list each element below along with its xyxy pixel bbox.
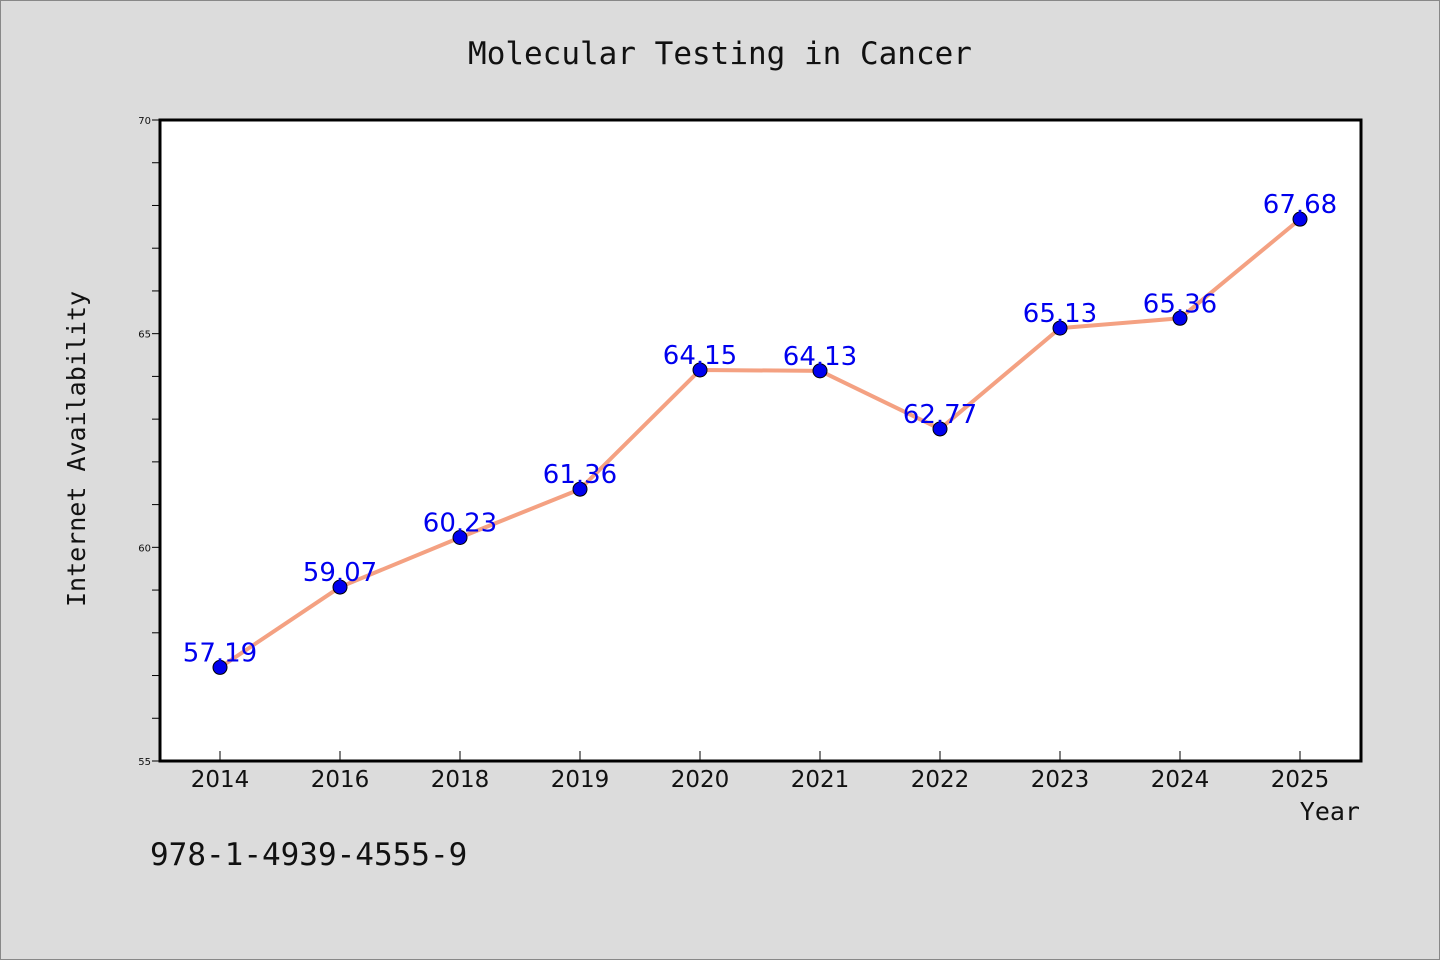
data-label: 60.23: [423, 509, 497, 539]
data-point: [692, 362, 708, 378]
y-tick-label: 60: [138, 543, 151, 554]
data-point: [332, 579, 348, 595]
data-point: [1172, 310, 1188, 326]
x-tick-label: 2016: [311, 767, 370, 793]
series-line: [218, 217, 1302, 670]
x-axis-label: Year: [1300, 797, 1360, 826]
y-tick-label: 55: [138, 757, 151, 768]
x-tick-label: 2018: [431, 767, 490, 793]
y-axis-ticks: 55 60 65 70: [138, 116, 160, 768]
x-tick-label: 2021: [791, 767, 850, 793]
data-point: [932, 421, 948, 437]
data-label: 65.36: [1143, 289, 1217, 319]
data-point: [212, 659, 228, 675]
data-point: [1052, 320, 1068, 336]
data-points: [212, 211, 1308, 675]
x-tick-label: 2025: [1271, 767, 1330, 793]
x-tick-label: 2024: [1151, 767, 1210, 793]
x-tick-label: 2023: [1031, 767, 1090, 793]
y-axis-label: Internet Availability: [62, 291, 91, 607]
plot-area: [158, 118, 1363, 763]
data-point: [572, 481, 588, 497]
y-tick-label: 65: [138, 330, 151, 341]
footer-text: 978-1-4939-4555-9: [150, 837, 467, 873]
data-label: 64.13: [783, 342, 857, 372]
x-tick-label: 2022: [911, 767, 970, 793]
y-tick-label: 70: [138, 116, 151, 127]
x-axis-ticks: 2014 2016 2018 2019 2020 2021 2022 2023 2024 2025: [191, 751, 1330, 793]
data-label: 62.77: [903, 400, 977, 430]
data-label: 61.36: [543, 460, 617, 490]
data-label: 67.68: [1263, 190, 1337, 220]
x-tick-label: 2019: [551, 767, 610, 793]
data-label: 59.07: [303, 558, 377, 588]
chart-title: Molecular Testing in Cancer: [468, 36, 972, 72]
data-label: 65.13: [1023, 299, 1097, 329]
data-point: [812, 363, 828, 379]
data-point: [452, 530, 468, 546]
data-point: [1292, 211, 1308, 227]
x-tick-label: 2020: [671, 767, 730, 793]
data-label: 64.15: [663, 341, 737, 371]
data-label: 57.19: [183, 638, 257, 668]
data-labels: 57.19 59.07 60.23 61.36 64.15 64.13 62.77 65.13…: [183, 190, 1337, 668]
x-tick-label: 2014: [191, 767, 250, 793]
